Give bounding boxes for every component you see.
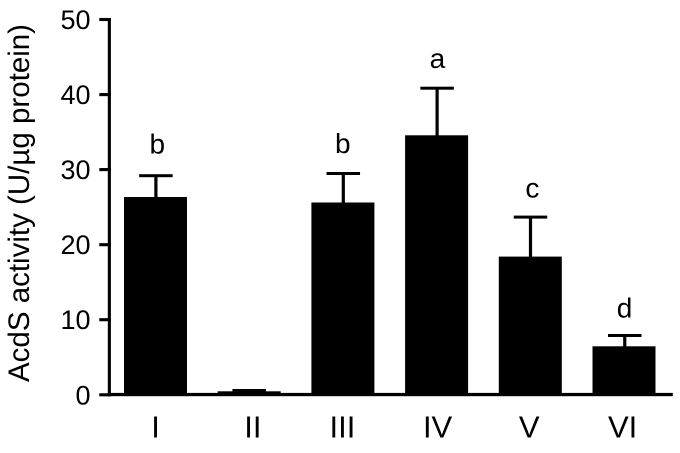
svg-text:b: b (150, 129, 166, 160)
svg-text:20: 20 (60, 230, 90, 260)
svg-text:VI: VI (608, 410, 637, 445)
svg-text:30: 30 (60, 155, 90, 185)
svg-text:V: V (519, 410, 540, 445)
svg-text:c: c (525, 172, 539, 203)
svg-text:0: 0 (75, 380, 90, 410)
svg-text:d: d (617, 292, 633, 323)
svg-text:I: I (151, 410, 160, 445)
svg-text:10: 10 (60, 305, 90, 335)
svg-text:II: II (244, 410, 261, 445)
svg-text:50: 50 (60, 5, 90, 35)
svg-text:a: a (430, 43, 446, 74)
svg-text:b: b (335, 128, 351, 159)
svg-text:IV: IV (423, 410, 453, 445)
svg-text:AcdS activity (U/µg protein): AcdS activity (U/µg protein) (3, 24, 36, 382)
svg-text:40: 40 (60, 80, 90, 110)
svg-text:III: III (329, 410, 355, 445)
